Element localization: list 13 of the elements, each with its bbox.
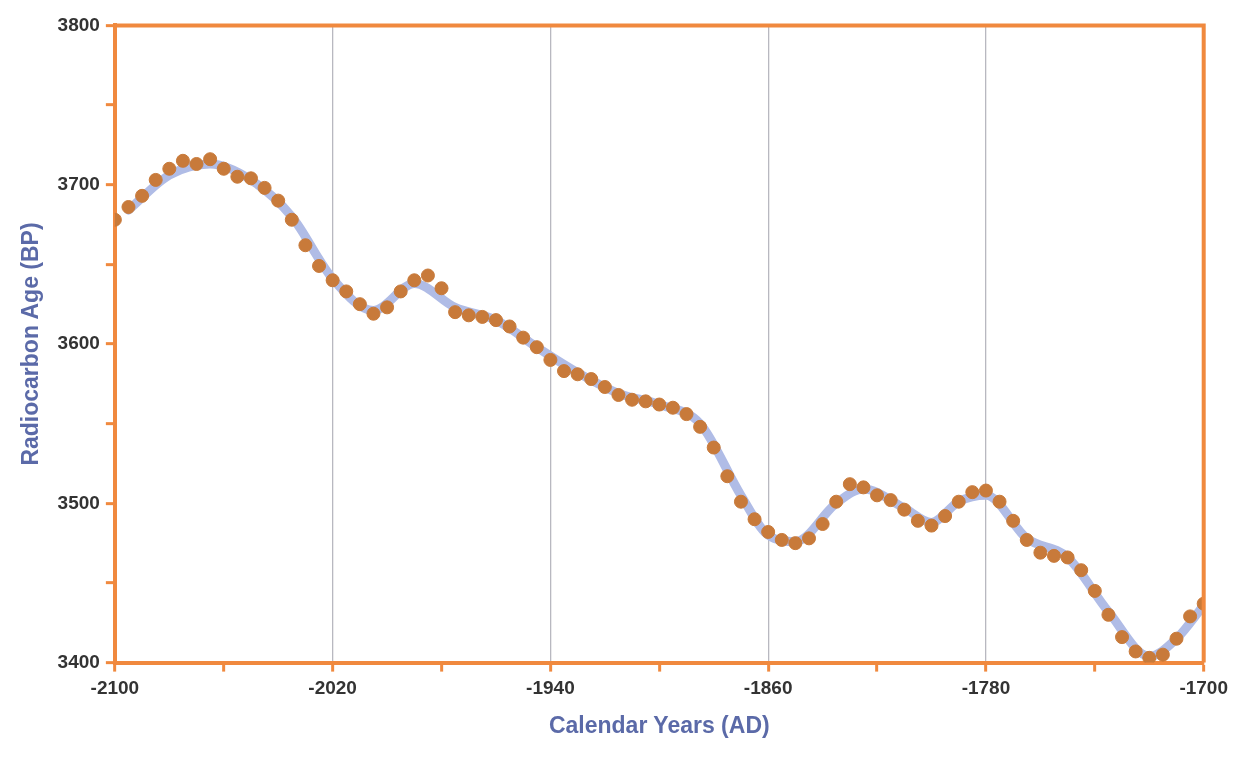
x-tick-label: -1940 — [526, 677, 575, 699]
y-tick-label: 3600 — [57, 332, 100, 354]
y-axis-title: Radiocarbon Age (BP) — [17, 222, 44, 466]
y-tick-label: 3800 — [57, 13, 100, 35]
x-tick-label: -2020 — [308, 677, 357, 699]
y-tick-label: 3700 — [57, 172, 100, 194]
x-tick-label: -2100 — [90, 677, 140, 699]
y-tick-label: 3400 — [57, 650, 100, 672]
x-tick-label: -1700 — [1179, 677, 1229, 699]
y-tick-label: 3500 — [57, 491, 100, 513]
x-tick-label: -1780 — [961, 677, 1011, 699]
x-axis-title: Calendar Years (AD) — [548, 711, 770, 738]
x-tick-label: -1860 — [743, 677, 793, 699]
